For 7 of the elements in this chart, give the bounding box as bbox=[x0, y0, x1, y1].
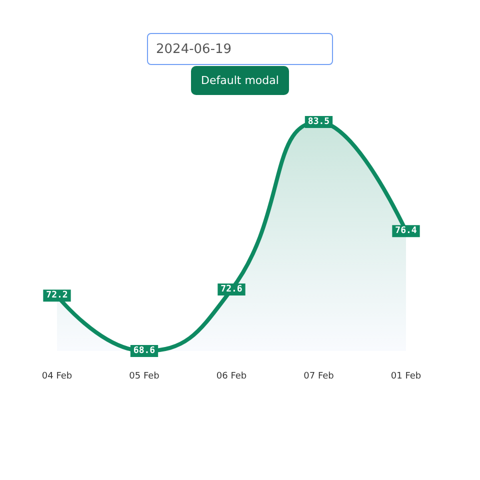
input-field: 2024-06-19 bbox=[147, 33, 333, 65]
x-tick-label: 07 Feb bbox=[304, 372, 334, 382]
x-tick-label: 05 Feb bbox=[129, 372, 160, 382]
button: Default modal bbox=[191, 66, 289, 95]
x-tick-label: 06 Feb bbox=[216, 372, 247, 382]
x-tick-label: 01 Feb bbox=[390, 372, 422, 382]
x-tick-label: 04 Feb bbox=[42, 372, 72, 382]
